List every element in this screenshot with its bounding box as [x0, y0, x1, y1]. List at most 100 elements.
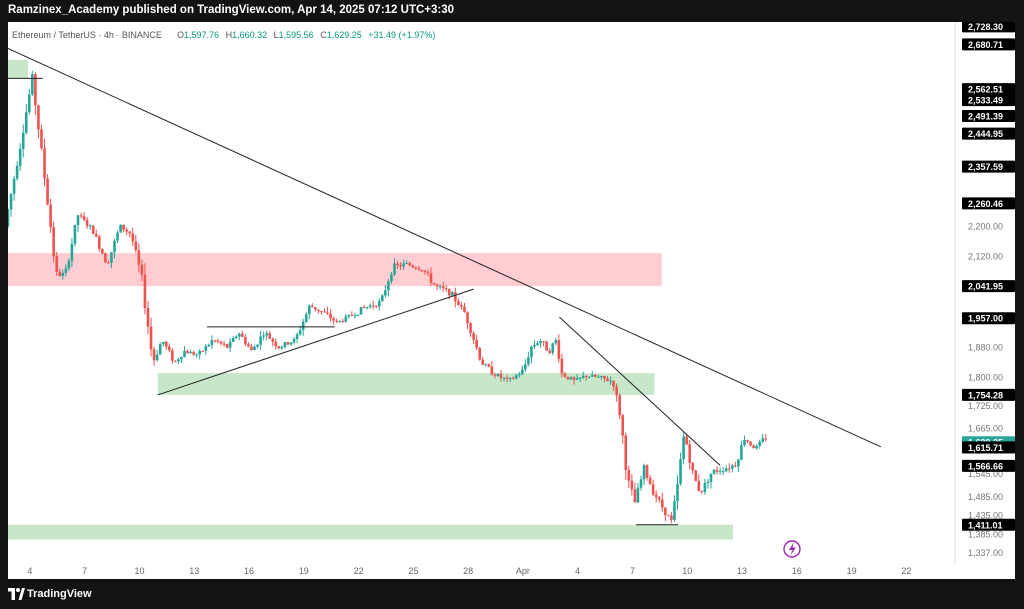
candle-body [466, 312, 469, 324]
candle-body [444, 288, 448, 290]
candle-body [548, 350, 551, 353]
candle-body [94, 234, 98, 237]
price-label-bg [962, 459, 1015, 472]
candle-body [727, 468, 731, 470]
price-label: 2,444.95 [968, 129, 1003, 139]
candle-body [177, 359, 180, 362]
candle-body [484, 364, 488, 366]
price-label: 2,533.49 [968, 96, 1003, 106]
candle-body [286, 342, 290, 345]
candle-body [624, 435, 628, 470]
candle-body [149, 326, 153, 350]
candle-body [362, 307, 366, 309]
candle-body [104, 253, 107, 263]
price-label-bg [962, 94, 1015, 107]
time-axis[interactable]: 4 7 10 13 16 19 22 25 28 Apr 4 7 10 13 16 19 22 [27, 566, 911, 576]
x-tick-label: 10 [682, 566, 692, 576]
candle-body [706, 481, 710, 484]
candle-body [642, 465, 646, 480]
trendline-1 [157, 288, 474, 396]
candle-body [718, 471, 722, 473]
candle-body [563, 373, 567, 377]
price-label: 2,680.71 [968, 40, 1003, 50]
candle-body [347, 315, 351, 317]
price-label-bg [962, 127, 1015, 140]
candle-body [709, 473, 713, 482]
candle-body [651, 484, 655, 495]
candle-body [213, 340, 217, 342]
y-tick-label: 1,435.00 [968, 511, 1003, 521]
candle-body [244, 336, 247, 345]
y-tick-label: 1,725.00 [968, 401, 1003, 411]
candle-body [143, 274, 147, 308]
y-tick-label: 1,385.00 [968, 530, 1003, 540]
tradingview-logo-icon[interactable] [8, 588, 25, 600]
candle-body [64, 268, 68, 273]
chart-frame[interactable]: 2,200.00 2,120.00 1,880.00 1,800.00 1,725.00… [6, 20, 1015, 579]
lightning-icon[interactable] [783, 540, 801, 558]
candle-body [180, 356, 183, 360]
price-label: 2,260.46 [968, 199, 1003, 209]
candle-body [262, 335, 265, 337]
candle-body [505, 377, 509, 379]
footer-brand[interactable]: TradingView [27, 588, 92, 600]
candle-body [67, 260, 71, 269]
candle-body [746, 440, 749, 442]
candle-body [688, 444, 691, 463]
zones-layer [8, 59, 733, 540]
candle-body [128, 231, 132, 234]
svg-text:O1,597.76 H1,660.32: O1,597.76 H1,660.32 L1,595.56 C1,629.25 … [177, 30, 435, 40]
candle-body [377, 301, 381, 307]
candle-body [259, 336, 262, 345]
candle-body [737, 459, 740, 467]
price-label: 2,562.51 [968, 85, 1003, 95]
price-label: 2,041.95 [968, 282, 1003, 292]
candle-body [55, 256, 58, 272]
candle-body [332, 318, 335, 321]
candle-body [73, 224, 77, 244]
candle-body [657, 497, 661, 500]
high-label: H [226, 30, 233, 40]
candle-body [411, 265, 415, 268]
candle-body [76, 215, 80, 225]
candle-body [110, 252, 113, 263]
price-label: 1,754.28 [968, 390, 1003, 400]
candle-body [703, 483, 707, 492]
candle-body [569, 377, 573, 380]
candle-body [304, 314, 308, 322]
price-label-bg [962, 38, 1015, 51]
candle-body [280, 346, 284, 349]
candle-body [761, 438, 765, 442]
candle-body [673, 501, 676, 520]
candle-body [426, 272, 430, 274]
candle-body [298, 330, 302, 335]
candle-body [49, 204, 52, 228]
price-label-bg [962, 110, 1015, 123]
candle-body [195, 354, 198, 356]
candle-body [457, 301, 460, 305]
y-tick-label: 1,800.00 [968, 373, 1003, 383]
x-tick-label: 13 [737, 566, 747, 576]
candle-body [85, 219, 89, 226]
candle-body [353, 315, 357, 317]
candle-body [499, 373, 503, 378]
candle-body [201, 350, 205, 352]
candle-body [743, 440, 746, 446]
candle-body [289, 342, 293, 345]
candle-body [612, 380, 615, 387]
candle-body [152, 349, 156, 361]
price-label-bg [962, 20, 1015, 33]
candle-body [390, 274, 393, 282]
candle-body [654, 494, 658, 498]
candle-body [633, 489, 637, 503]
candle-body [271, 338, 275, 342]
candle-body [630, 480, 634, 490]
candle-body [37, 105, 40, 130]
candle-body [478, 347, 481, 360]
y-tick-label: 1,337.00 [968, 548, 1003, 558]
price-chart[interactable]: 2,200.00 2,120.00 1,880.00 1,800.00 1,725.00… [6, 20, 1015, 579]
price-label-bg [962, 312, 1015, 325]
candle-body [174, 360, 177, 362]
candle-body [134, 241, 138, 251]
price-axis[interactable]: 2,200.00 2,120.00 1,880.00 1,800.00 1,725.00… [962, 20, 1015, 558]
